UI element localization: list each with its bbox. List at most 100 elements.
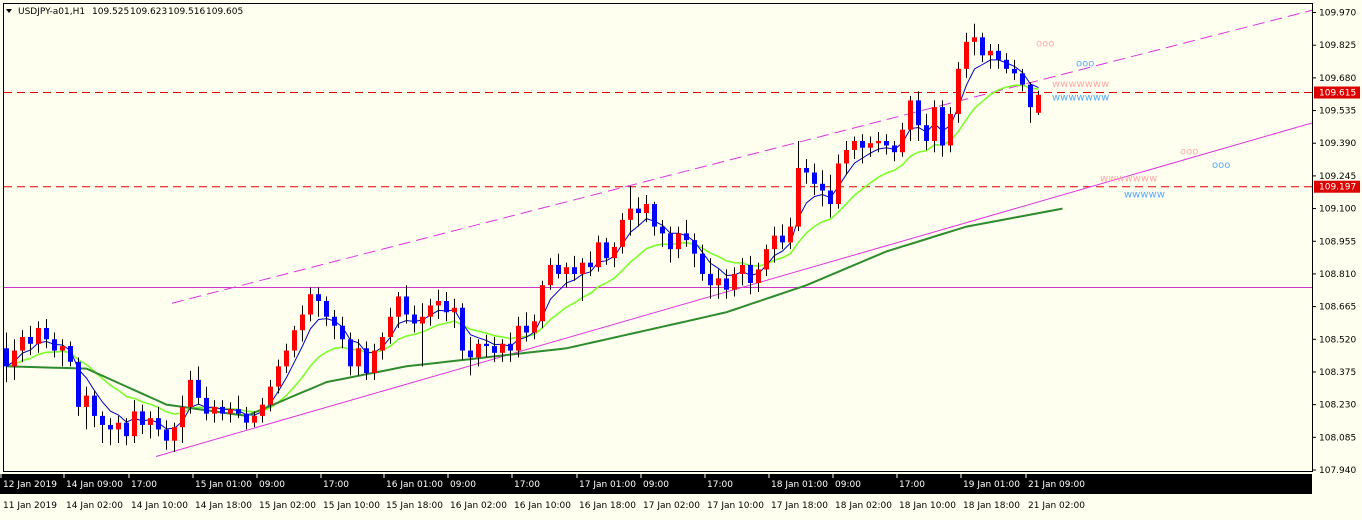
candle[interactable] [908,95,913,141]
candle[interactable] [604,237,609,265]
candle[interactable] [164,420,169,450]
candle[interactable] [396,291,401,329]
candle[interactable] [236,395,241,419]
candle[interactable] [212,400,217,423]
candle[interactable] [268,379,273,412]
candle[interactable] [716,269,721,299]
candle[interactable] [412,305,417,333]
candle[interactable] [532,314,537,340]
candle[interactable] [956,62,961,123]
candle[interactable] [980,32,985,63]
candle[interactable] [636,197,641,227]
candle[interactable] [388,307,393,344]
candle[interactable] [140,404,145,434]
candle[interactable] [708,258,713,299]
candle[interactable] [180,395,185,443]
candle[interactable] [1004,53,1009,74]
candle[interactable] [452,298,457,329]
candle[interactable] [420,303,425,367]
candle[interactable] [148,411,153,439]
candle[interactable] [588,251,593,277]
candle[interactable] [196,366,201,405]
candle[interactable] [468,337,473,376]
candle[interactable] [116,415,121,443]
candle[interactable] [76,357,81,416]
candle[interactable] [724,269,729,299]
candle[interactable] [44,319,49,349]
candle[interactable] [1012,59,1017,81]
candle[interactable] [308,287,313,322]
candle[interactable] [1020,68,1025,92]
candle[interactable] [476,339,481,367]
candle[interactable] [68,341,73,367]
candle[interactable] [860,134,865,164]
candle[interactable] [364,341,369,380]
candle[interactable] [924,113,929,150]
candle[interactable] [316,287,321,317]
candle[interactable] [660,219,665,247]
candle[interactable] [732,267,737,297]
candle[interactable] [12,339,17,380]
candle[interactable] [332,309,337,340]
candle[interactable] [252,411,257,428]
candle[interactable] [764,244,769,277]
candle[interactable] [892,140,897,162]
candle[interactable] [572,255,577,281]
candle[interactable] [356,339,361,376]
candle[interactable] [36,321,41,353]
candle[interactable] [84,386,89,430]
candle[interactable] [516,316,521,358]
candle[interactable] [244,406,249,430]
candle[interactable] [1036,90,1041,115]
candle[interactable] [492,337,497,362]
candle[interactable] [92,391,97,428]
dropdown-triangle-icon[interactable] [6,9,12,13]
ma-mid-line[interactable] [6,84,1039,415]
candle[interactable] [228,402,233,423]
candle[interactable] [996,44,1001,69]
candle[interactable] [820,170,825,207]
candle[interactable] [876,131,881,153]
candle[interactable] [812,163,817,196]
candle[interactable] [508,332,513,362]
candle[interactable] [436,289,441,320]
candle[interactable] [52,332,57,358]
candle[interactable] [852,136,857,159]
candle[interactable] [620,213,625,254]
candle[interactable] [1028,82,1033,123]
candle[interactable] [868,136,873,157]
candle[interactable] [652,201,657,236]
candle[interactable] [684,219,689,247]
candle[interactable] [788,217,793,250]
candle[interactable] [644,195,649,223]
candle[interactable] [700,244,705,281]
candle[interactable] [628,186,633,236]
candle[interactable] [132,400,137,443]
candle[interactable] [28,325,33,356]
candle[interactable] [348,332,353,376]
candle[interactable] [4,332,9,383]
candle[interactable] [596,235,601,272]
candle[interactable] [692,233,697,268]
candle[interactable] [260,397,265,423]
candle[interactable] [540,280,545,329]
candle[interactable] [564,262,569,288]
candle[interactable] [668,226,673,263]
candle[interactable] [948,107,953,153]
candle[interactable] [188,370,193,414]
candle[interactable] [220,400,225,421]
candle[interactable] [900,122,905,157]
candle[interactable] [964,32,969,78]
candle[interactable] [580,258,585,301]
candle[interactable] [204,386,209,421]
candle[interactable] [916,91,921,141]
candle[interactable] [300,305,305,342]
candle[interactable] [100,411,105,443]
candle[interactable] [340,316,345,349]
candle[interactable] [380,332,385,360]
candle[interactable] [372,343,377,380]
candle[interactable] [428,298,433,326]
candle[interactable] [556,253,561,279]
